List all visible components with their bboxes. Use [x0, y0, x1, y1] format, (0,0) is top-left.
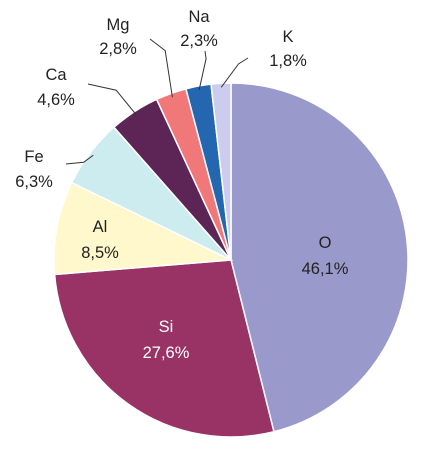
pie-slice-si: [53, 259, 275, 438]
pie-slice-al: [53, 181, 234, 276]
leader-line-na: [198, 50, 207, 91]
slice-value-ca: 4,6%: [37, 91, 75, 109]
slice-value-k: 1,8%: [269, 52, 307, 70]
slice-name-o: O: [319, 234, 332, 252]
slice-value-si: 27,6%: [143, 344, 190, 362]
slice-value-mg: 2,8%: [99, 40, 137, 58]
leader-line-fe: [65, 154, 94, 165]
slice-name-fe: Fe: [24, 148, 43, 166]
pie-slices: [53, 82, 409, 438]
slice-name-k: K: [282, 28, 293, 46]
slice-name-al: Al: [93, 218, 108, 236]
leader-lines: [65, 38, 249, 165]
leader-line-mg: [149, 38, 173, 98]
slice-value-fe: 6,3%: [15, 173, 53, 191]
pie-slice-o: [230, 82, 409, 433]
slice-labels: O 46,1% Si 27,6% Al 8,5% Fe 6,3% Ca 4,6% Mg 2,8% Na 2…: [15, 8, 349, 362]
slice-value-o: 46,1%: [302, 260, 349, 278]
slice-value-al: 8,5%: [81, 244, 119, 262]
leader-line-ca: [87, 83, 137, 116]
slice-name-na: Na: [188, 8, 210, 26]
slice-name-mg: Mg: [107, 16, 130, 34]
leader-line-k: [220, 57, 249, 88]
slice-name-si: Si: [159, 318, 174, 336]
slice-name-ca: Ca: [45, 66, 67, 84]
slice-value-na: 2,3%: [180, 32, 218, 50]
pie-slice-k: [210, 82, 232, 261]
